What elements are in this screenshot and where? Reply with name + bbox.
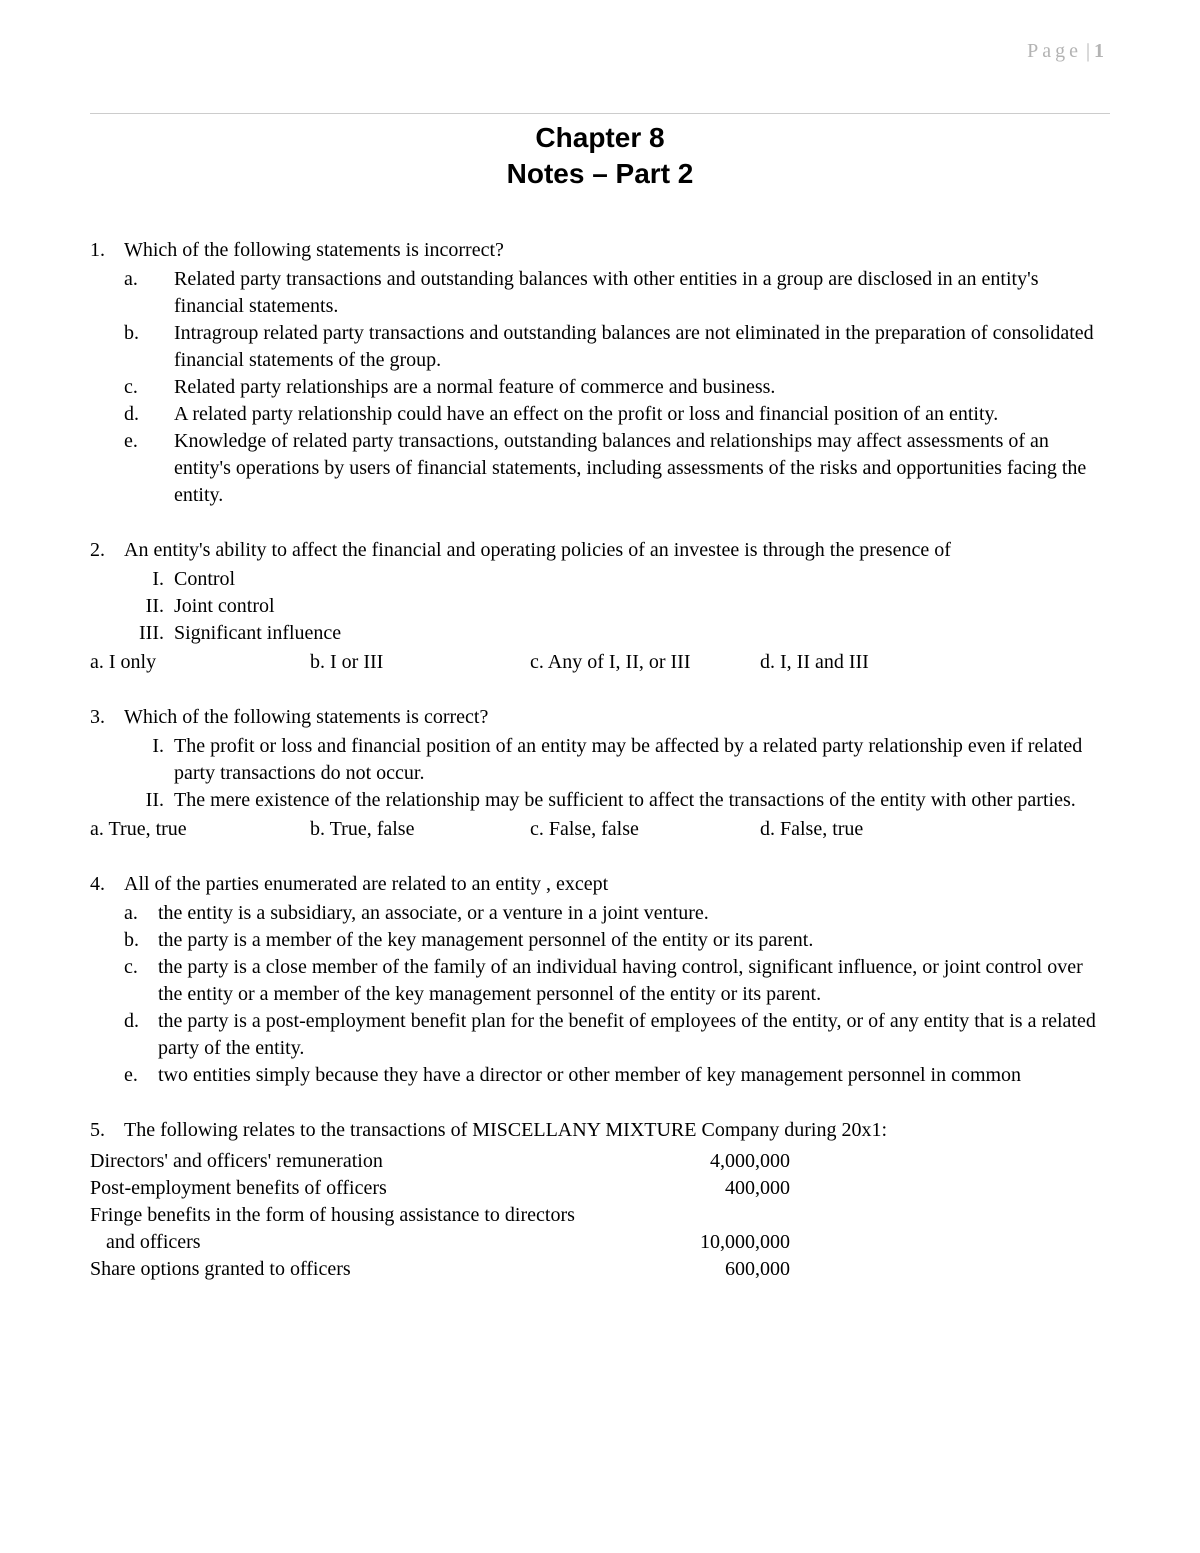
q1-a-letter: a. (124, 266, 174, 320)
q2-iii-num: III. (130, 620, 174, 647)
q3-ii-text: The mere existence of the relationship m… (174, 787, 1110, 814)
q3-choice-d: d. False, true (760, 816, 1110, 843)
q2-number: 2. (90, 537, 124, 564)
question-1: 1. Which of the following statements is … (90, 237, 1110, 509)
q5-stem: The following relates to the transaction… (124, 1117, 1110, 1144)
q3-choices: a. True, true b. True, false c. False, f… (90, 816, 1110, 843)
q3-stem: Which of the following statements is cor… (124, 704, 1110, 731)
q1-b-letter: b. (124, 320, 174, 374)
page-word: Page (1027, 40, 1082, 62)
q5-row2-label: Post-employment benefits of officers (90, 1175, 650, 1202)
q1-d-text: A related party relationship could have … (174, 401, 1110, 428)
q1-e-text: Knowledge of related party transactions,… (174, 428, 1110, 509)
q1-c-letter: c. (124, 374, 174, 401)
q5-row1-value: 4,000,000 (650, 1148, 790, 1175)
q2-stem: An entity's ability to affect the financ… (124, 537, 1110, 564)
q5-row5-label: Share options granted to officers (90, 1256, 650, 1283)
page-number: 1 (1094, 40, 1104, 62)
q2-choice-a: a. I only (90, 649, 310, 676)
q4-c-text: the party is a close member of the famil… (158, 954, 1110, 1008)
q2-i-num: I. (130, 566, 174, 593)
q3-number: 3. (90, 704, 124, 731)
question-5: 5. The following relates to the transact… (90, 1117, 1110, 1283)
q5-row3-label: Fringe benefits in the form of housing a… (90, 1202, 650, 1229)
q2-choice-c: c. Any of I, II, or III (530, 649, 760, 676)
q2-choices: a. I only b. I or III c. Any of I, II, o… (90, 649, 1110, 676)
q2-choice-b: b. I or III (310, 649, 530, 676)
q2-ii-text: Joint control (174, 593, 1110, 620)
q5-number: 5. (90, 1117, 124, 1144)
q5-row5-value: 600,000 (650, 1256, 790, 1283)
q2-ii-num: II. (130, 593, 174, 620)
q4-c-letter: c. (124, 954, 158, 1008)
q1-number: 1. (90, 237, 124, 264)
question-2: 2. An entity's ability to affect the fin… (90, 537, 1110, 676)
q1-e-letter: e. (124, 428, 174, 509)
q1-stem: Which of the following statements is inc… (124, 237, 1110, 264)
q3-choice-b: b. True, false (310, 816, 530, 843)
page: Page|1 Chapter 8 Notes – Part 2 1. Which… (0, 0, 1200, 1323)
q4-e-text: two entities simply because they have a … (158, 1062, 1110, 1089)
q1-d-letter: d. (124, 401, 174, 428)
page-header: Page|1 (90, 40, 1110, 63)
q1-b-text: Intragroup related party transactions an… (174, 320, 1110, 374)
q5-row4-value: 10,000,000 (650, 1229, 790, 1256)
q4-a-text: the entity is a subsidiary, an associate… (158, 900, 1110, 927)
q3-choice-a: a. True, true (90, 816, 310, 843)
q2-choice-d: d. I, II and III (760, 649, 1110, 676)
q1-a-text: Related party transactions and outstandi… (174, 266, 1110, 320)
q2-i-text: Control (174, 566, 1110, 593)
q5-row3-value (650, 1202, 790, 1229)
q3-i-num: I. (130, 733, 174, 787)
q3-ii-num: II. (130, 787, 174, 814)
q5-row2-value: 400,000 (650, 1175, 790, 1202)
header-rule (90, 113, 1110, 114)
q3-i-text: The profit or loss and financial positio… (174, 733, 1110, 787)
q4-number: 4. (90, 871, 124, 898)
title-line-2: Notes – Part 2 (90, 156, 1110, 192)
content: 1. Which of the following statements is … (90, 237, 1110, 1283)
q5-table: Directors' and officers' remuneration 4,… (90, 1148, 1110, 1283)
title-block: Chapter 8 Notes – Part 2 (90, 120, 1110, 193)
q4-e-letter: e. (124, 1062, 158, 1089)
q1-c-text: Related party relationships are a normal… (174, 374, 1110, 401)
q5-row4-label: and officers (90, 1229, 650, 1256)
q2-iii-text: Significant influence (174, 620, 1110, 647)
q4-b-text: the party is a member of the key managem… (158, 927, 1110, 954)
q5-row1-label: Directors' and officers' remuneration (90, 1148, 650, 1175)
page-separator: | (1086, 40, 1090, 62)
q4-d-letter: d. (124, 1008, 158, 1062)
q4-stem: All of the parties enumerated are relate… (124, 871, 1110, 898)
q3-choice-c: c. False, false (530, 816, 760, 843)
q4-b-letter: b. (124, 927, 158, 954)
question-3: 3. Which of the following statements is … (90, 704, 1110, 843)
q4-d-text: the party is a post-employment benefit p… (158, 1008, 1110, 1062)
q4-a-letter: a. (124, 900, 158, 927)
question-4: 4. All of the parties enumerated are rel… (90, 871, 1110, 1089)
title-line-1: Chapter 8 (90, 120, 1110, 156)
